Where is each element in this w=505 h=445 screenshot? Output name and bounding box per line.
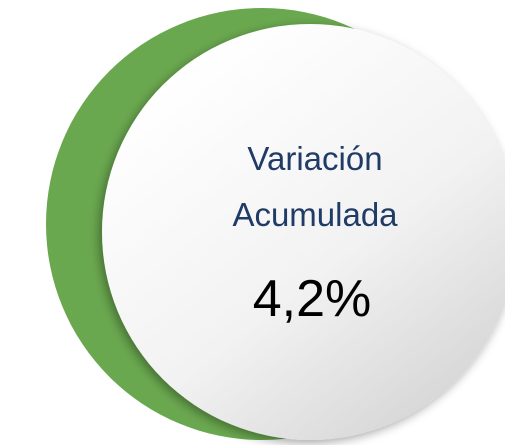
label-line: Variación [247, 140, 382, 177]
label-line: Acumulada [232, 196, 398, 233]
value: 4,2% [253, 270, 372, 328]
white-circle [102, 24, 505, 440]
